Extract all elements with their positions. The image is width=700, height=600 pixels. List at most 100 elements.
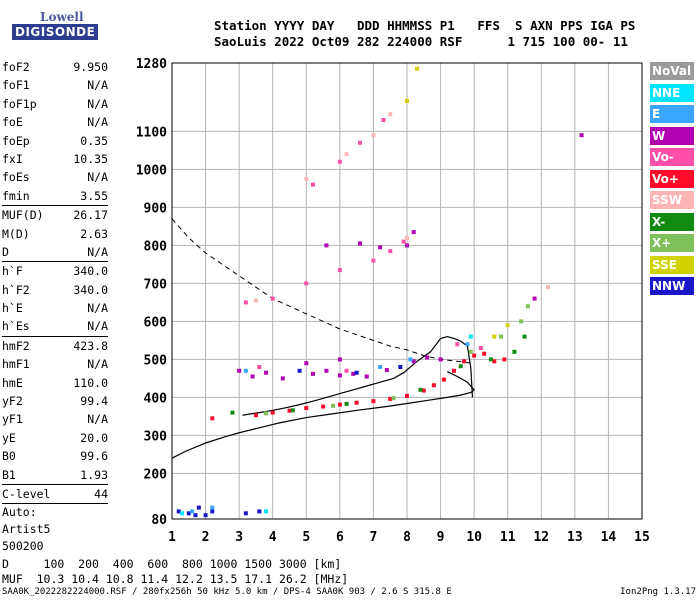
y-tick-label: 700 [144,277,168,292]
echo-point-w [324,243,329,248]
param-name: foEs [2,170,30,185]
param-value: 110.0 [73,375,108,390]
param-separator [2,205,108,207]
legend-item: X- [650,212,694,231]
echo-point-vo [455,342,460,347]
echo-point-e [378,365,383,369]
virtual-height-trace [242,335,474,416]
x-tick-label: 10 [466,530,482,545]
param-row: C-level 44 [2,485,108,503]
echo-point-x [512,349,517,354]
echo-point-vo [441,377,446,382]
echo-point-vo [381,118,386,122]
x-tick-label: 2 [202,530,210,545]
echo-point-vo [388,249,393,254]
echo-point-w [250,374,255,379]
echo-point-e [190,509,195,514]
muf-distance-row: D 100 200 400 600 800 1000 1500 3000 [km… [2,557,342,571]
y-tick-label: 300 [144,429,168,444]
legend-item: SSW [650,191,694,209]
param-name: foF1 [2,78,30,93]
x-tick-label: 1 [168,530,176,545]
echo-point-ssw [405,235,409,240]
x-tick-label: 7 [370,530,378,545]
echo-point-w [337,373,342,378]
x-tick-label: 11 [500,530,516,545]
echo-point-x [230,410,235,415]
param-name: h`F [2,264,23,279]
echo-point-vo [472,353,477,358]
echo-point-vo [337,159,342,164]
echo-point-ssw [253,298,258,303]
echo-point-x [468,349,473,354]
echo-point-w [384,368,389,373]
echo-point-nnw [176,509,181,514]
param-row: B0 99.6 [2,447,108,465]
param-row: foF1p N/A [2,95,108,113]
echo-point-sse [492,334,497,339]
param-value: 20.0 [80,430,108,445]
legend-item: Vo+ [650,169,694,188]
file-info: SAA0K_2022282224000.RSF / 280fx256h 50 k… [2,587,452,597]
echo-point-vo [478,346,483,350]
echo-point-sse [505,323,510,328]
param-row: yF2 99.4 [2,392,108,410]
param-name: C-level [2,486,51,501]
echo-point-vo [344,368,349,373]
y-tick-label: 900 [144,201,168,216]
legend-item: X+ [650,234,694,252]
echo-point-x [488,357,493,362]
echo-point-x [391,396,396,401]
legend-item: NNE [650,83,694,102]
y-tick-label: 1100 [136,125,167,140]
param-name: B1 [2,467,16,482]
param-name: M(D) [2,226,30,241]
param-name: fxI [2,151,23,166]
autoscale-info: 500200 [2,539,44,554]
x-tick-label: 14 [601,530,617,545]
x-tick-label: 5 [302,530,310,545]
echo-point-nnw [203,513,208,518]
echo-point-x [290,408,295,413]
param-value: 26.17 [73,208,108,223]
param-value: 10.35 [73,151,108,166]
param-row: h`E N/A [2,299,108,317]
autoscale-info: Artist5 [2,522,51,537]
muf-table: D 100 200 400 600 800 1000 1500 3000 [km… [2,557,348,587]
param-name: foF2 [2,60,30,74]
param-row: fmin 3.55 [2,187,108,205]
param-row: MUF(D) 26.17 [2,206,108,224]
param-name: D [2,244,9,259]
echo-point-w [532,296,537,301]
x-tick-label: 15 [634,530,650,545]
param-row: foF2 9.950 [2,58,108,76]
param-row: foF1 N/A [2,76,108,94]
param-name: h`Es [2,319,30,334]
param-name: hmF2 [2,338,30,353]
echo-point-vo [270,296,275,301]
echo-point-ssw [371,133,376,138]
param-row: hmF2 423.8 [2,337,108,355]
y-tick-label: 1280 [136,57,167,72]
param-name: B0 [2,449,16,464]
param-name: hmE [2,375,23,390]
echo-point-vo [304,406,309,411]
legend-item: E [650,105,694,123]
param-value: N/A [87,78,108,93]
echo-point-vo [354,400,359,405]
echo-point-x [331,403,336,408]
param-value: 9.950 [73,60,108,74]
legend-item: NNW [650,277,694,295]
echo-point-nnw [354,370,359,375]
param-name: foF1p [2,96,37,111]
echo-point-w [579,133,584,138]
x-tick-label: 13 [567,530,583,545]
echo-point-ssw [344,152,349,157]
echo-point-nnw [297,368,302,373]
echo-point-sse [405,99,409,103]
param-row: foEp 0.35 [2,132,108,150]
echo-point-e [243,368,248,373]
echo-point-nnw [210,509,215,514]
x-tick-label: 4 [269,530,277,545]
